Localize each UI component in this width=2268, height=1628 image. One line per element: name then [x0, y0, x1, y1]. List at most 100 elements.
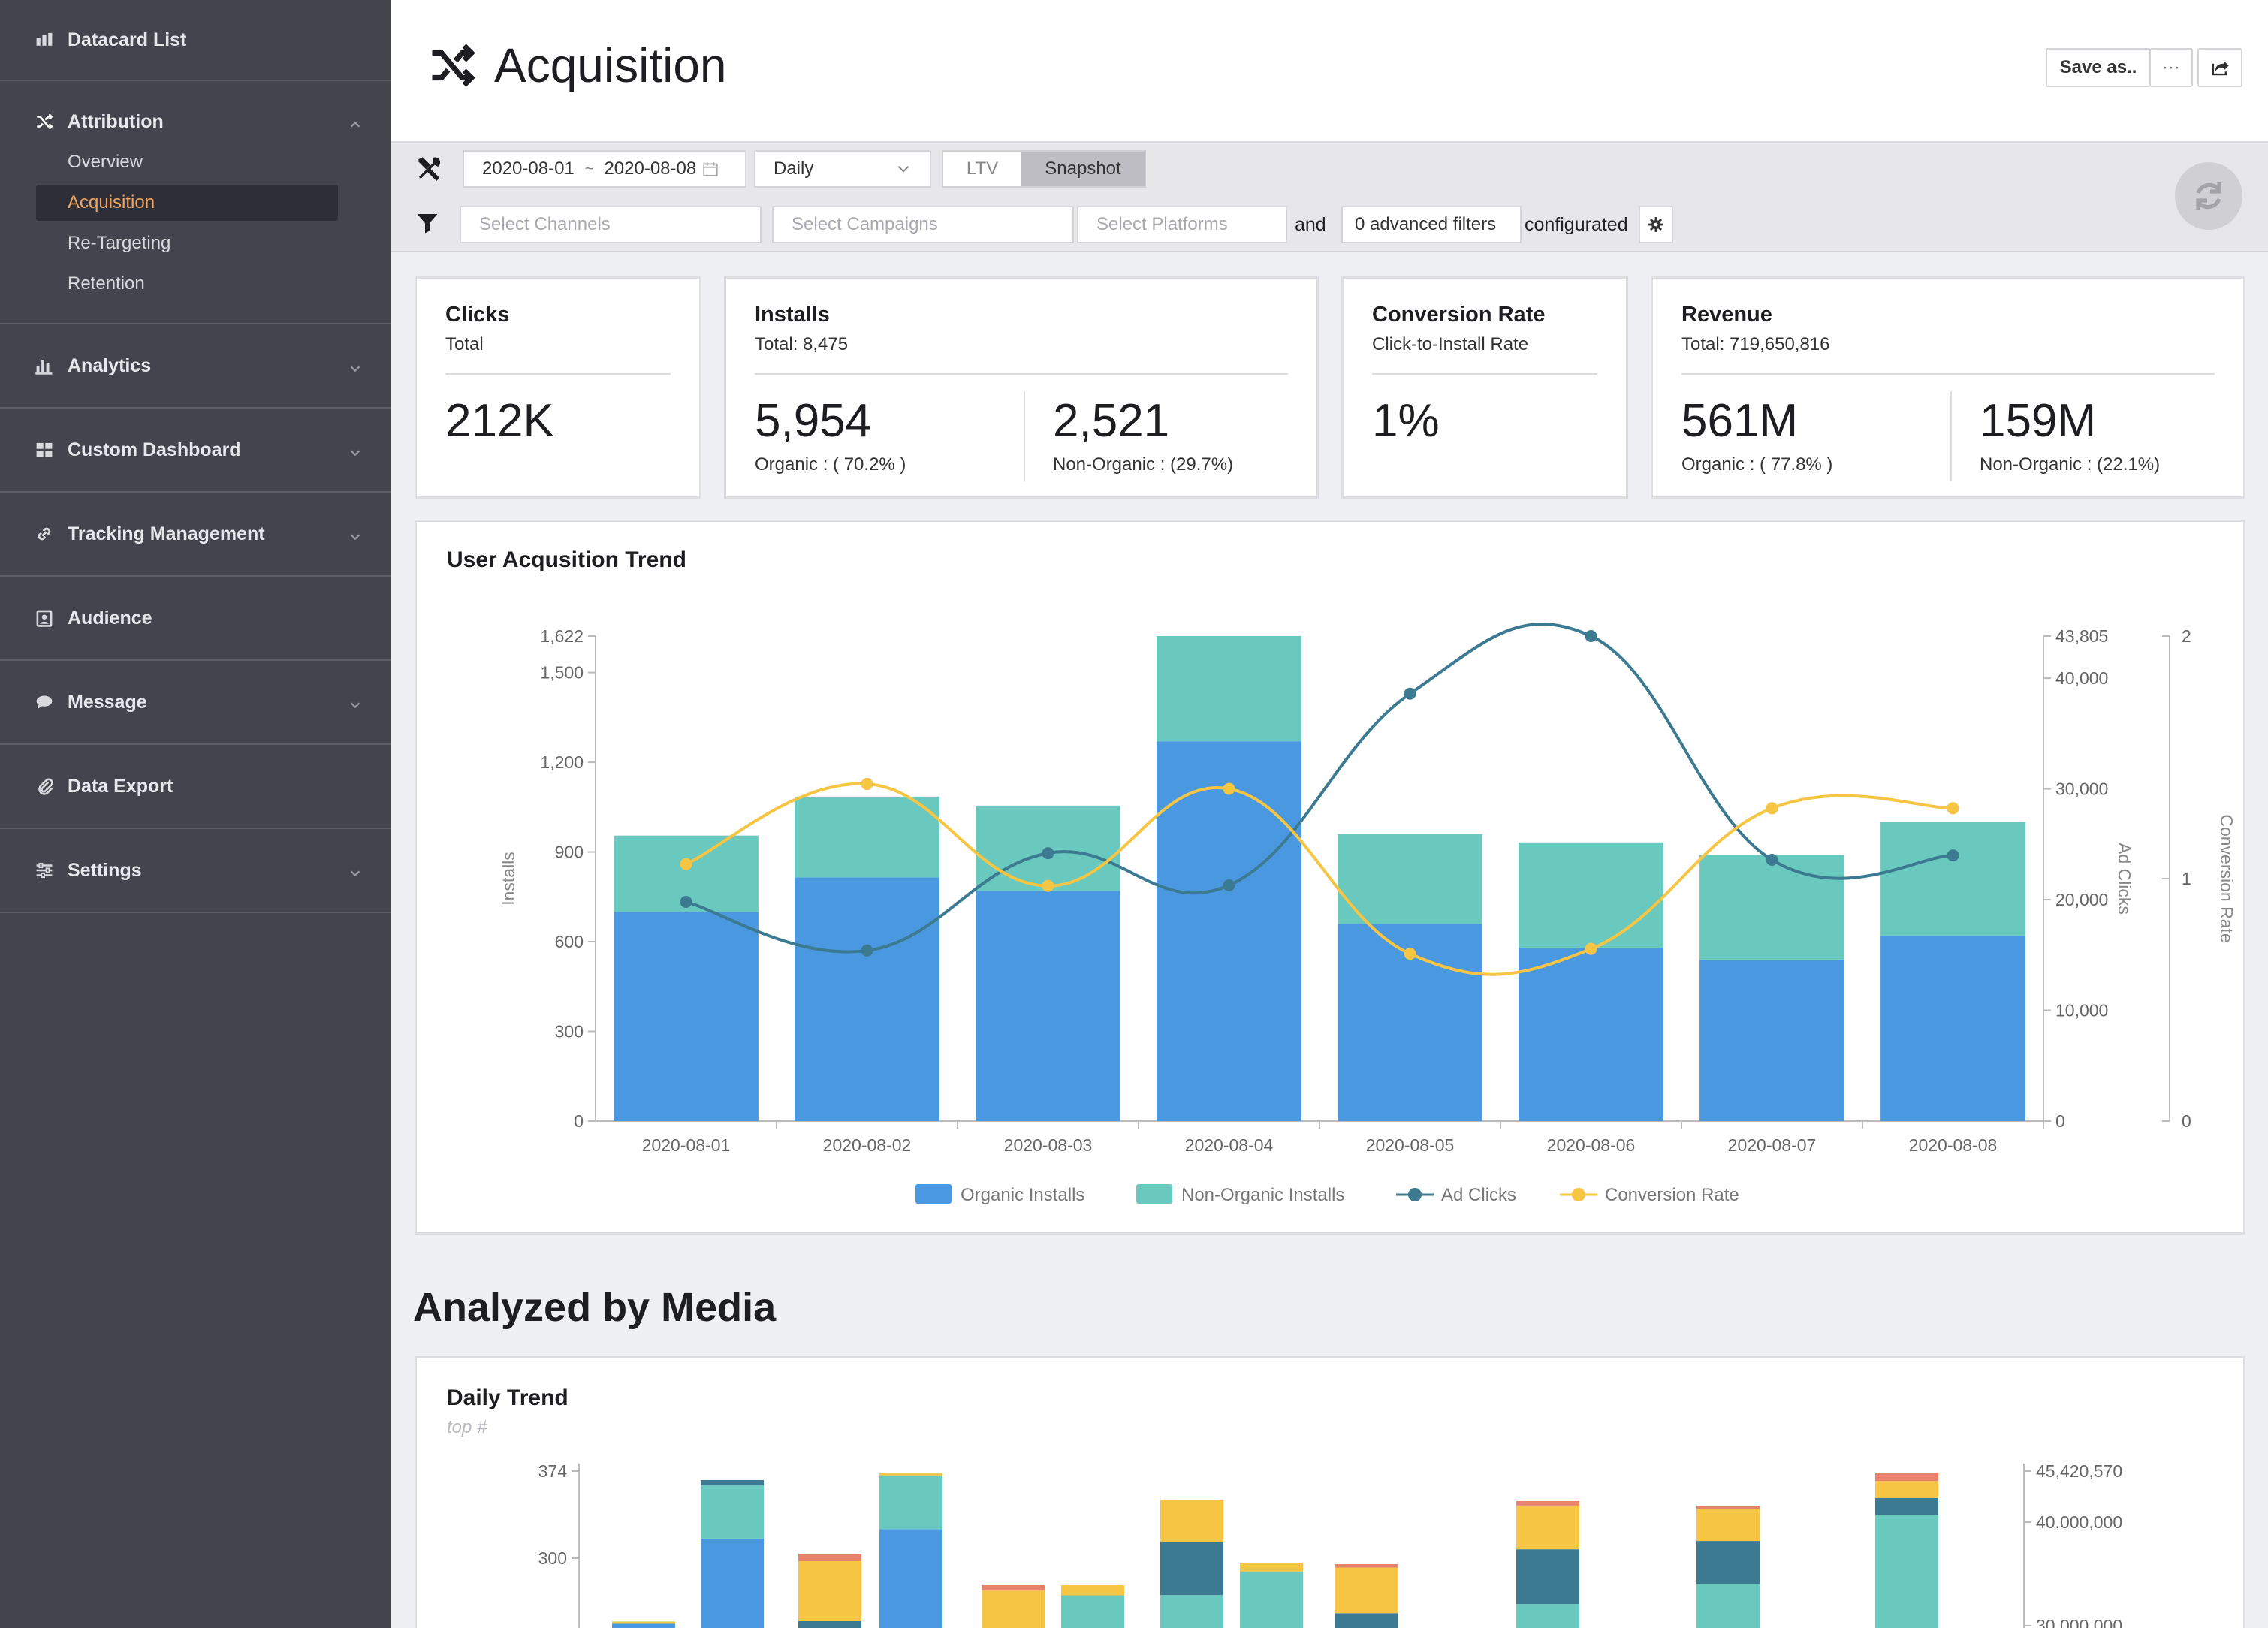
- calendar-icon: [703, 162, 718, 176]
- nav-message[interactable]: Message: [0, 661, 391, 745]
- advanced-filters-button[interactable]: 0 advanced filters: [1341, 206, 1522, 243]
- nonorganic-installs-bar: [1338, 834, 1482, 924]
- series-yellow-segment: [982, 1590, 1045, 1628]
- revenue-nonorganic-value: 159M: [1980, 395, 2097, 447]
- conversion-rate-point: [861, 778, 873, 791]
- ad-clicks-point: [1223, 879, 1235, 891]
- organic-installs-bar: [1157, 741, 1301, 1121]
- daily-chart-title: Daily Trend: [447, 1385, 569, 1410]
- series-lime-segment: [612, 1621, 675, 1622]
- share-button[interactable]: [2197, 48, 2242, 87]
- y2-tick-label: 10,000: [2055, 1001, 2108, 1021]
- refresh-button[interactable]: [2175, 162, 2242, 230]
- mode-ltv-button[interactable]: LTV: [943, 152, 1021, 186]
- nav-message-label: Message: [68, 691, 147, 713]
- nav-item-acquisition[interactable]: Acquisition: [36, 185, 338, 221]
- more-options-button[interactable]: ···: [2149, 48, 2193, 87]
- revenue-subtitle: Total: 719,650,816: [1681, 334, 1830, 354]
- section-heading: Analyzed by Media: [413, 1285, 777, 1330]
- nav-custom-dashboard[interactable]: Custom Dashboard: [0, 409, 391, 493]
- ad-clicks-point: [1947, 849, 1959, 862]
- installs-title: Installs: [755, 303, 830, 327]
- nav-attribution: Attribution Overview Acquisition Re-Targ…: [0, 81, 391, 324]
- save-as-button[interactable]: Save as..: [2046, 48, 2151, 87]
- filter-settings-button[interactable]: [1639, 206, 1673, 243]
- y3-axis-title: Conversion Rate: [2217, 814, 2236, 942]
- page-header: Acquisition Save as.. ···: [391, 0, 2268, 143]
- series-teal-segment: [1696, 1541, 1760, 1584]
- date-end: 2020-08-08: [604, 158, 697, 179]
- nav-item-retention[interactable]: Retention: [68, 273, 145, 294]
- series-nonorganic-segment: [1061, 1595, 1124, 1628]
- mode-snapshot-button[interactable]: Snapshot: [1021, 152, 1145, 186]
- filter-icon: [416, 212, 439, 234]
- ad-clicks-point: [1585, 630, 1597, 642]
- chevron-up-icon: [348, 115, 362, 128]
- organic-installs-bar: [1880, 936, 2025, 1121]
- conversion-rate-card: Conversion Rate Click-to-Install Rate 1%: [1341, 276, 1628, 499]
- clicks-title: Clicks: [445, 303, 510, 327]
- installs-card: Installs Total: 8,475 5,954 Organic : ( …: [724, 276, 1319, 499]
- granularity-select[interactable]: Daily: [754, 150, 931, 188]
- organic-installs-bar: [1699, 959, 1844, 1121]
- daily-trend-panel: Daily Trend top # 300 374 45,420,570 40,000…: [415, 1356, 2245, 1628]
- series-nonorganic-segment: [1696, 1584, 1760, 1628]
- advanced-filters-label: 0 advanced filters: [1355, 214, 1497, 234]
- series-yellow-segment: [612, 1621, 675, 1624]
- series-yellow-segment: [1335, 1567, 1398, 1614]
- y3-tick-label: 1: [2182, 869, 2191, 888]
- x-tick-label: 2020-08-04: [1185, 1135, 1274, 1155]
- campaigns-placeholder: Select Campaigns: [792, 214, 938, 234]
- nav-audience[interactable]: Audience: [0, 577, 391, 661]
- shuffle-icon: [432, 44, 475, 87]
- revenue-card: Revenue Total: 719,650,816 561M Organic …: [1651, 276, 2245, 499]
- nav-settings[interactable]: Settings: [0, 829, 391, 913]
- y2-tick-label: 45,420,570: [2036, 1461, 2122, 1481]
- nav-analytics[interactable]: Analytics: [0, 324, 391, 409]
- nav-item-retargeting[interactable]: Re-Targeting: [68, 233, 171, 253]
- platforms-select[interactable]: Select Platforms: [1077, 206, 1287, 243]
- refresh-icon: [2196, 182, 2221, 210]
- nonorganic-installs-bar: [795, 796, 939, 878]
- user-acquisition-trend-chart: 0 300 600 900 1,200 1,500 1,622 0 10,000 20,000 30…: [499, 623, 2236, 1205]
- installs-organic-value: 5,954: [755, 395, 872, 447]
- legend-nonorganic-label: Non-Organic Installs: [1181, 1185, 1344, 1205]
- x-tick-label: 2020-08-05: [1366, 1135, 1455, 1155]
- chat-bubble-icon: [35, 692, 54, 712]
- date-range-picker[interactable]: 2020-08-01 ~ 2020-08-08: [463, 150, 746, 188]
- and-label: and: [1295, 213, 1326, 235]
- nonorganic-installs-bar: [1880, 822, 2025, 936]
- series-yellow-segment: [1160, 1500, 1223, 1542]
- nav-datacard-list[interactable]: Datacard List: [0, 0, 391, 81]
- y-tick-label: 0: [574, 1111, 584, 1131]
- nav-data-export[interactable]: Data Export: [0, 745, 391, 829]
- series-nonorganic-segment: [1160, 1595, 1223, 1628]
- organic-installs-bar: [795, 877, 939, 1121]
- series-nonorganic-segment: [701, 1485, 764, 1539]
- nonorganic-installs-bar: [1157, 636, 1301, 742]
- organic-installs-bar: [1519, 948, 1663, 1121]
- campaigns-select[interactable]: Select Campaigns: [772, 206, 1074, 243]
- chevron-down-icon: [897, 165, 909, 173]
- nav-item-overview[interactable]: Overview: [68, 152, 143, 172]
- channels-select[interactable]: Select Channels: [460, 206, 762, 243]
- card-divider: [445, 373, 671, 375]
- y2-tick-label: 43,805: [2055, 626, 2108, 646]
- installs-nonorganic-label: Non-Organic : (29.7%): [1053, 454, 1234, 475]
- nav-datacard-list-label: Datacard List: [68, 29, 187, 50]
- ad-clicks-point: [680, 896, 692, 909]
- series-yellow-segment: [1061, 1585, 1124, 1596]
- x-tick-label: 2020-08-01: [642, 1135, 731, 1155]
- save-as-label: Save as..: [2059, 57, 2137, 77]
- series-teal-segment: [798, 1621, 861, 1628]
- series-yellow-segment: [879, 1473, 942, 1476]
- y-tick-label: 1,200: [540, 752, 584, 772]
- analytics-icon: [35, 356, 54, 375]
- conversion-rate-point: [1042, 879, 1054, 892]
- nav-tracking-management[interactable]: Tracking Management: [0, 493, 391, 577]
- series-coral-segment: [1696, 1506, 1760, 1509]
- series-nonorganic-segment: [1875, 1515, 1938, 1628]
- filter-toolbar: 2020-08-01 ~ 2020-08-08 Daily LTV Snapsh…: [391, 144, 2268, 252]
- nav-attribution-header[interactable]: Attribution: [0, 81, 391, 162]
- granularity-value: Daily: [774, 158, 814, 179]
